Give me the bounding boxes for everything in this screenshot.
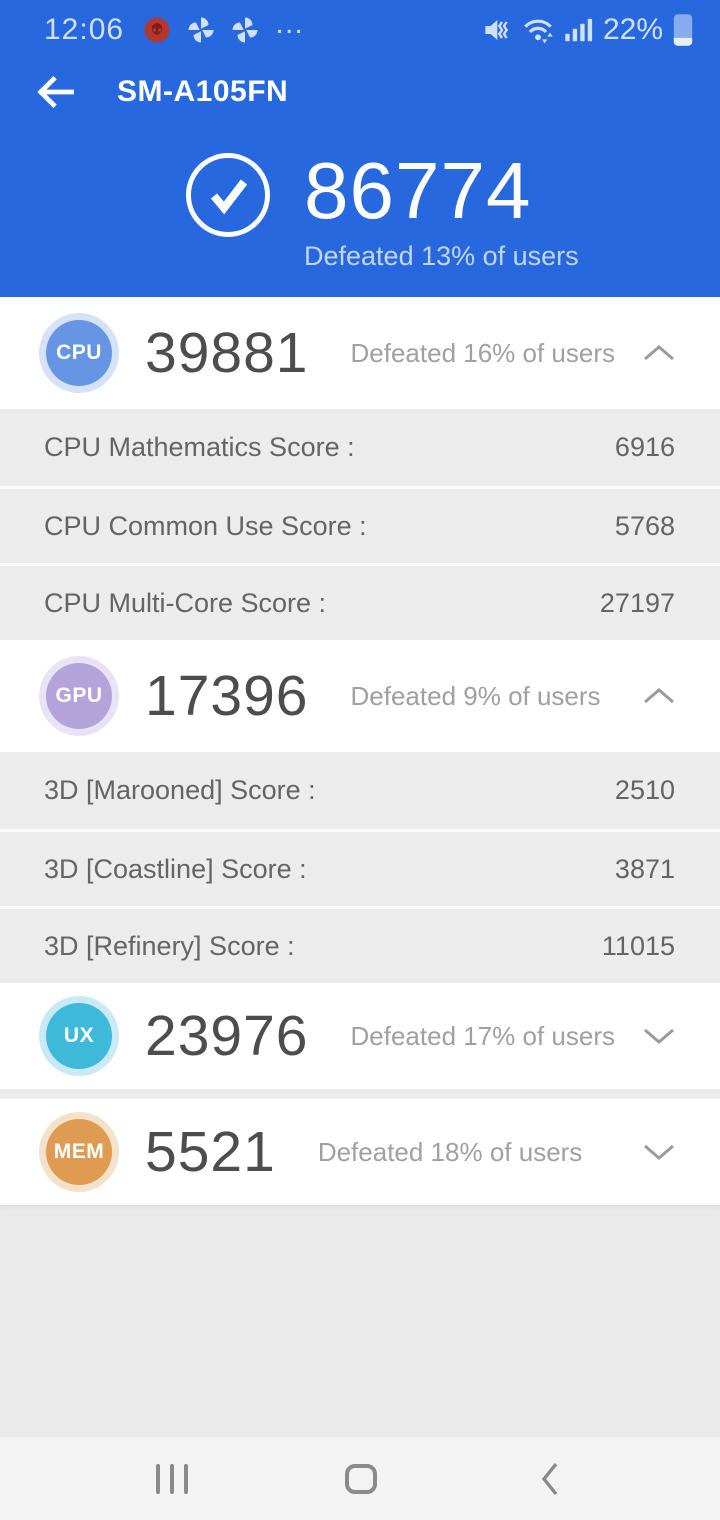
section-mem: MEM 5521 Defeated 18% of users (0, 1099, 720, 1205)
section-divider (0, 1089, 720, 1099)
ux-badge-label: UX (63, 1024, 95, 1047)
signal-strength-icon (565, 18, 593, 42)
total-score: 86774 (304, 146, 532, 235)
status-time: 12:06 (44, 13, 125, 46)
score-row-3d-coastline: 3D [Coastline] Score : 3871 (0, 829, 720, 906)
android-navigation-bar (0, 1437, 720, 1520)
score-row-value: 27197 (599, 587, 675, 618)
app-bar: SM-A105FN (0, 54, 720, 130)
mute-vibrate-icon (485, 20, 509, 40)
empty-background (0, 1205, 720, 1437)
total-score-block: 86774 Defeated 13% of users (186, 146, 720, 272)
battery-percent: 22% (602, 13, 663, 46)
system-status-icons: 22% (480, 13, 694, 47)
gpu-defeated-label: Defeated 9% of users (350, 680, 601, 711)
cpu-score: 39881 (145, 321, 309, 385)
chevron-down-icon[interactable] (642, 1026, 676, 1046)
section-header-cpu[interactable]: CPU 39881 Defeated 16% of users (0, 297, 720, 409)
ux-score: 23976 (145, 1004, 309, 1068)
score-row-cpu-mathematics: CPU Mathematics Score : 6916 (0, 409, 720, 486)
home-button[interactable] (331, 1449, 391, 1509)
cpu-badge-label: CPU (56, 341, 102, 364)
notification-icons: … (142, 7, 308, 45)
back-arrow-icon (37, 76, 74, 108)
score-row-label: 3D [Marooned] Score : (44, 775, 316, 805)
chevron-up-icon[interactable] (642, 686, 676, 706)
score-row-value: 11015 (601, 930, 675, 961)
status-bar: 12:06 … (0, 0, 720, 54)
wifi-icon (524, 19, 553, 44)
score-row-label: CPU Common Use Score : (44, 510, 367, 541)
score-row-label: 3D [Refinery] Score : (44, 930, 295, 961)
score-row-value: 6916 (614, 432, 675, 462)
hero-header: 12:06 … (0, 0, 720, 297)
check-circle-icon (186, 153, 270, 237)
total-defeated-label: Defeated 13% of users (304, 241, 579, 271)
section-cpu: CPU 39881 Defeated 16% of users CPU Math… (0, 297, 720, 640)
mem-score: 5521 (145, 1120, 276, 1184)
section-header-gpu[interactable]: GPU 17396 Defeated 9% of users (0, 640, 720, 752)
section-header-mem[interactable]: MEM 5521 Defeated 18% of users (0, 1099, 720, 1205)
back-arrow-button[interactable] (33, 70, 77, 114)
gpu-score: 17396 (145, 664, 309, 728)
recent-apps-button[interactable] (142, 1449, 202, 1509)
more-notifications-ellipsis-icon: … (274, 7, 308, 40)
battery-icon (673, 14, 693, 46)
ux-defeated-label: Defeated 17% of users (350, 1020, 616, 1051)
gpu-badge-icon: GPU (46, 663, 112, 729)
ux-badge-icon: UX (46, 1003, 112, 1069)
chevron-up-icon[interactable] (642, 343, 676, 363)
recent-apps-icon (156, 1463, 188, 1494)
score-row-label: CPU Mathematics Score : (44, 432, 355, 462)
chevron-down-icon[interactable] (642, 1142, 676, 1162)
score-row-3d-marooned: 3D [Marooned] Score : 2510 (0, 752, 720, 829)
page-title: SM-A105FN (117, 75, 289, 108)
cpu-defeated-label: Defeated 16% of users (350, 337, 616, 368)
home-icon (345, 1463, 377, 1494)
mem-badge-icon: MEM (46, 1119, 112, 1185)
antutu-notification-icon (144, 17, 170, 43)
mem-defeated-label: Defeated 18% of users (317, 1136, 583, 1167)
section-ux: UX 23976 Defeated 17% of users (0, 983, 720, 1089)
section-header-ux[interactable]: UX 23976 Defeated 17% of users (0, 983, 720, 1089)
score-row-cpu-common-use: CPU Common Use Score : 5768 (0, 486, 720, 563)
section-gpu: GPU 17396 Defeated 9% of users 3D [Maroo… (0, 640, 720, 983)
score-row-label: CPU Multi-Core Score : (44, 587, 327, 618)
score-row-value: 5768 (614, 510, 675, 541)
score-row-cpu-multi-core: CPU Multi-Core Score : 27197 (0, 563, 720, 640)
mem-badge-label: MEM (53, 1140, 105, 1163)
score-row-label: 3D [Coastline] Score : (44, 853, 307, 884)
gpu-subscores: 3D [Marooned] Score : 2510 3D [Coastline… (0, 752, 720, 983)
score-row-value: 3871 (614, 853, 675, 884)
cpu-badge-icon: CPU (46, 320, 112, 386)
gpu-badge-label: GPU (55, 684, 103, 707)
score-row-3d-refinery: 3D [Refinery] Score : 11015 (0, 906, 720, 983)
pinwheel-icon (232, 17, 258, 43)
score-row-value: 2510 (614, 775, 675, 805)
nav-back-button[interactable] (520, 1449, 580, 1509)
pinwheel-icon (188, 17, 214, 43)
cpu-subscores: CPU Mathematics Score : 6916 CPU Common … (0, 409, 720, 640)
back-icon (541, 1462, 558, 1495)
